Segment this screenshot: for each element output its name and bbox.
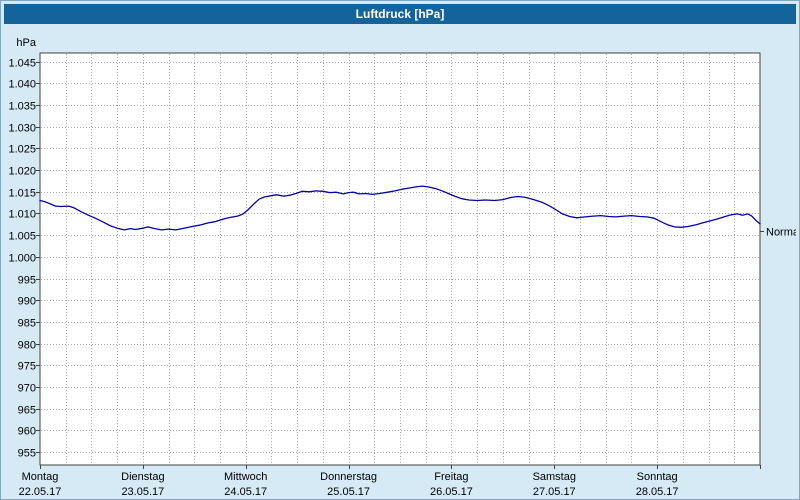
x-day-label: Sonntag: [637, 471, 678, 483]
x-date-label: 27.05.17: [533, 486, 576, 496]
y-tick-label: 955: [18, 448, 36, 460]
y-tick-label: 1.010: [8, 209, 36, 221]
y-tick-label: 1.000: [8, 253, 36, 265]
x-date-label: 24.05.17: [224, 486, 267, 496]
y-tick-label: 965: [18, 405, 36, 417]
x-date-label: 22.05.17: [19, 486, 62, 496]
y-tick-label: 1.035: [8, 101, 36, 113]
x-day-label: Dienstag: [121, 471, 164, 483]
x-day-label: Donnerstag: [320, 471, 377, 483]
x-day-label: Mittwoch: [224, 471, 267, 483]
y-tick-label: 1.045: [8, 58, 36, 70]
x-day-label: Freitag: [434, 471, 468, 483]
y-tick-label: 960: [18, 426, 36, 438]
x-date-label: 25.05.17: [327, 486, 370, 496]
x-date-label: 28.05.17: [636, 486, 679, 496]
y-tick-label: 985: [18, 318, 36, 330]
y-tick-label: 1.015: [8, 188, 36, 200]
y-tick-label: 990: [18, 296, 36, 308]
y-tick-label: 980: [18, 340, 36, 352]
y-tick-label: 995: [18, 275, 36, 287]
pressure-line: [39, 185, 761, 231]
y-tick-label: 975: [18, 361, 36, 373]
y-tick-label: 1.025: [8, 144, 36, 156]
titlebar: Luftdruck [hPa]: [4, 4, 796, 24]
x-date-label: 26.05.17: [430, 486, 473, 496]
y-axis-unit-label: hPa: [16, 37, 36, 49]
y-tick-label: 1.040: [8, 79, 36, 91]
pressure-chart: 1.045 1.040 1.035 1.030 1.025 1.020 1.015 1.010…: [8, 37, 799, 498]
window-title: Luftdruck [hPa]: [355, 7, 445, 21]
y-tick-label: 1.020: [8, 166, 36, 178]
y-tick-label: 970: [18, 383, 36, 395]
x-day-label: Montag: [22, 471, 59, 483]
x-date-label: 23.05.17: [121, 486, 164, 496]
x-day-label: Samstag: [533, 471, 576, 483]
y-tick-label: 1.005: [8, 231, 36, 243]
y-tick-label: 1.030: [8, 123, 36, 135]
normal-label: Normal: [766, 227, 796, 239]
chart-area: 1.045 1.040 1.035 1.030 1.025 1.020 1.015 1.010…: [4, 24, 799, 498]
